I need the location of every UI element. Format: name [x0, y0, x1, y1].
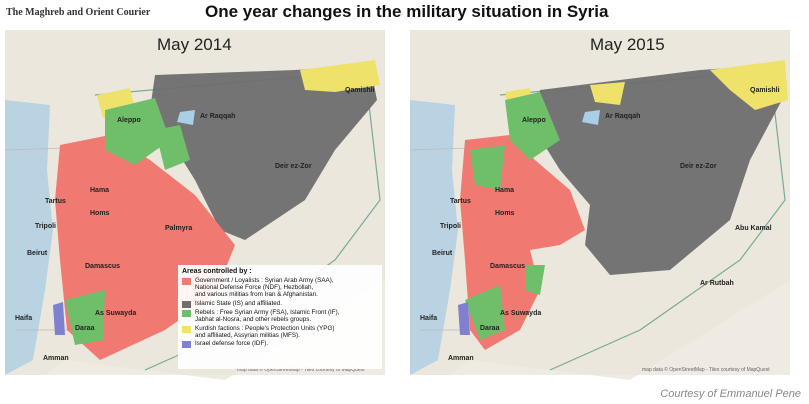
legend-title: Areas controlled by :: [182, 268, 252, 275]
city: Qamishli: [750, 87, 780, 94]
city: Haifa: [15, 315, 32, 322]
city: Hama: [495, 187, 514, 194]
city: Beirut: [432, 250, 453, 257]
city: Daraa: [480, 325, 500, 332]
city: Deir ez-Zor: [680, 163, 717, 170]
city: Ar Raqqah: [605, 113, 640, 120]
legend-item: Rebels : Free Syrian Army (FSA), Islamic…: [182, 309, 378, 323]
legend-text: Kurdish factions : People's Protection U…: [195, 325, 334, 339]
legend-swatch: [182, 278, 191, 285]
city: Deir ez-Zor: [275, 163, 312, 170]
city: Tartus: [45, 198, 66, 205]
city: Aleppo: [522, 117, 546, 124]
attribution: map data © OpenStreetMap - Tiles courtes…: [642, 366, 770, 373]
city: Palmyra: [165, 225, 192, 232]
city: Daraa: [75, 325, 95, 332]
legend-line: Israel defense force (IDF).: [195, 340, 269, 347]
city: Beirut: [27, 250, 48, 257]
legend-text: Islamic State (IS) and affiliated.: [195, 300, 282, 308]
title: One year changes in the military situati…: [205, 2, 609, 21]
credit: Courtesy of Emmanuel Pene: [660, 388, 801, 400]
legend-item: Kurdish factions : People's Protection U…: [182, 325, 378, 339]
city: Damascus: [85, 263, 120, 270]
city: Ar Rutbah: [700, 280, 734, 287]
legend-line: and affiliated, Assyrian militias (MFS).: [195, 331, 300, 339]
legend-text: Rebels : Free Syrian Army (FSA), Islamic…: [195, 309, 340, 323]
legend-item: Islamic State (IS) and affiliated.: [182, 300, 378, 308]
city: Abu Kamal: [735, 225, 772, 232]
legend: Areas controlled by : Government / Loyal…: [178, 265, 382, 369]
city: Hama: [90, 187, 109, 194]
legend-line: National Defense Force (NDF), Hezbollah,: [195, 284, 314, 291]
city: Haifa: [420, 315, 437, 322]
legend-line: Rebels : Free Syrian Army (FSA), Islamic…: [195, 309, 340, 316]
legend-item: Israel defense force (IDF).: [182, 340, 378, 348]
city: As Suwayda: [95, 310, 136, 317]
legend-line: and various militias from Iran & Afghani…: [195, 291, 318, 298]
legend-line: Government / Loyalists : Syrian Arab Arm…: [195, 277, 334, 284]
logo: The Maghreb and Orient Courier: [6, 7, 151, 18]
legend-line: Islamic State (IS) and affiliated.: [195, 299, 283, 307]
city: Tripoli: [440, 223, 461, 230]
map-2015: May 2015 Aleppo Ar Raqqah Deir ez-Zor Qa…: [409, 29, 791, 381]
city: Homs: [90, 210, 110, 217]
legend-line: Jabhat al-Nosra, and other rebels groups…: [195, 316, 312, 323]
city: Qamishli: [345, 87, 375, 94]
city: Aleppo: [117, 117, 141, 124]
city: Ar Raqqah: [200, 113, 235, 120]
legend-swatch: [182, 310, 191, 317]
legend-text: Israel defense force (IDF).: [195, 340, 268, 348]
city: Tartus: [450, 198, 471, 205]
legend-text: Government / Loyalists : Syrian Arab Arm…: [195, 277, 334, 298]
city: As Suwayda: [500, 310, 541, 317]
attribution: map data © OpenStreetMap - Tiles courtes…: [237, 366, 365, 373]
legend-item: Government / Loyalists : Syrian Arab Arm…: [182, 277, 378, 298]
legend-line: Kurdish factions : People's Protection U…: [195, 324, 335, 332]
city: Homs: [495, 210, 515, 217]
map-label: May 2015: [590, 35, 665, 54]
legend-swatch: [182, 341, 191, 348]
legend-swatch: [182, 325, 191, 333]
city: Damascus: [490, 263, 525, 270]
city: Amman: [448, 355, 474, 362]
city: Tripoli: [35, 223, 56, 230]
legend-swatch: [182, 300, 191, 308]
map-label: May 2014: [157, 35, 232, 54]
city: Amman: [43, 355, 69, 362]
